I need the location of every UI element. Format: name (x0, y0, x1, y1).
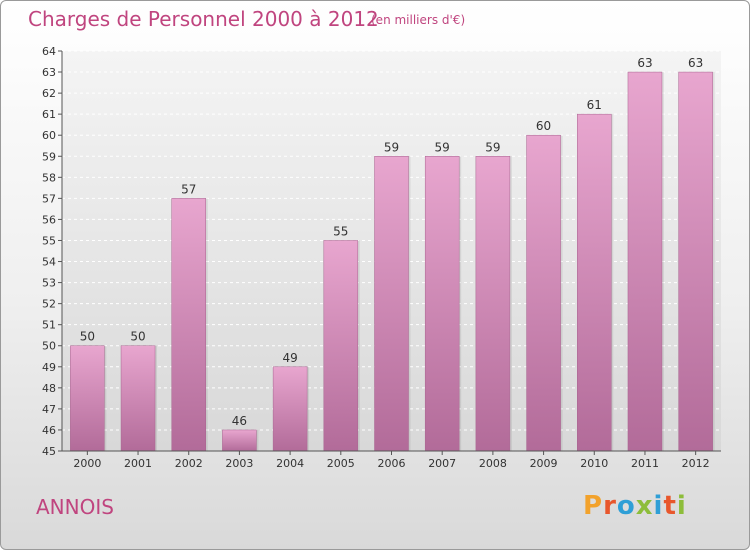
logo-letter: o (616, 491, 636, 521)
x-tick-label: 2010 (580, 457, 608, 470)
y-tick-label: 55 (42, 234, 56, 247)
y-tick-label: 64 (42, 45, 56, 58)
bar (120, 345, 156, 452)
data-label: 57 (181, 182, 196, 196)
x-tick-label: 2000 (73, 457, 101, 470)
commune-name: ANNOIS (36, 495, 114, 519)
data-label: 63 (688, 56, 703, 70)
y-tick-label: 45 (42, 445, 56, 458)
x-tick-label: 2003 (225, 457, 253, 470)
chart-unit: (en milliers d'€) (371, 13, 466, 27)
bar (171, 198, 206, 452)
y-tick-label: 49 (42, 361, 56, 374)
y-tick-label: 63 (42, 66, 56, 79)
bar (678, 71, 713, 452)
bar (374, 156, 409, 452)
data-label: 60 (536, 119, 551, 133)
data-label: 46 (232, 414, 247, 428)
data-label: 61 (587, 98, 602, 112)
y-tick-label: 59 (42, 150, 56, 163)
bar (222, 429, 257, 452)
x-tick-label: 2009 (530, 457, 558, 470)
data-label: 59 (384, 140, 399, 154)
y-tick-label: 48 (42, 382, 56, 395)
x-tick-label: 2007 (428, 457, 456, 470)
x-tick-label: 2012 (682, 457, 710, 470)
logo-letter: x (635, 491, 654, 521)
y-tick-label: 60 (42, 129, 56, 142)
y-tick-label: 46 (42, 424, 56, 437)
x-tick-label: 2004 (276, 457, 304, 470)
y-tick-label: 58 (42, 171, 56, 184)
logo-letter: t (663, 491, 677, 521)
x-tick-label: 2001 (124, 457, 152, 470)
x-tick-label: 2002 (175, 457, 203, 470)
proxiti-logo[interactable]: Proxiti (583, 491, 687, 521)
y-tick-label: 50 (42, 340, 56, 353)
y-tick-label: 52 (42, 298, 56, 311)
y-tick-label: 54 (42, 256, 56, 269)
bars: 50 50 57 46 49 55 59 59 59 60 61 63 63 (70, 56, 715, 452)
axes: 45 46 47 48 49 50 51 52 53 54 55 56 57 58 59 60 61 62 63 64… (42, 45, 721, 470)
logo-letter: i (653, 491, 664, 521)
logo-letter: r (603, 491, 617, 521)
y-tick-label: 56 (42, 213, 56, 226)
bar (526, 134, 561, 452)
data-label: 63 (637, 56, 652, 70)
bar (272, 366, 308, 452)
y-tick-label: 61 (42, 108, 56, 121)
x-tick-label: 2006 (378, 457, 406, 470)
data-label: 59 (485, 140, 500, 154)
logo-letter: P (583, 491, 604, 521)
y-tick-label: 57 (42, 192, 56, 205)
bar (475, 156, 511, 452)
y-tick-label: 53 (42, 277, 56, 290)
x-tick-label: 2011 (631, 457, 659, 470)
data-label: 50 (130, 330, 145, 344)
bar (577, 113, 612, 452)
logo-letter: i (676, 491, 687, 521)
y-tick-label: 47 (42, 403, 56, 416)
data-label: 50 (80, 330, 95, 344)
data-label: 55 (333, 224, 348, 238)
x-tick-label: 2008 (479, 457, 507, 470)
y-tick-label: 51 (42, 319, 56, 332)
bar (424, 156, 460, 452)
bar (323, 240, 359, 452)
bar (627, 71, 663, 452)
data-label: 59 (435, 140, 450, 154)
y-tick-label: 62 (42, 87, 56, 100)
bar (70, 345, 105, 452)
data-label: 49 (282, 351, 297, 365)
x-tick-label: 2005 (327, 457, 355, 470)
chart-title: Charges de Personnel 2000 à 2012 (28, 7, 379, 31)
